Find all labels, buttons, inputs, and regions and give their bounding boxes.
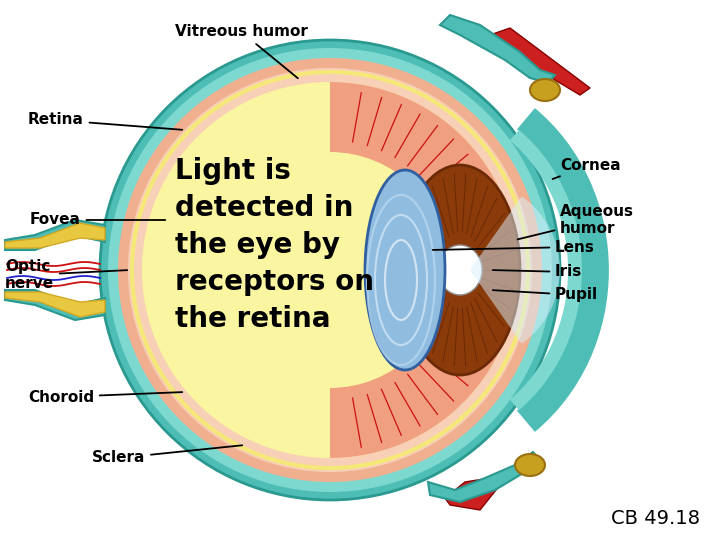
Wedge shape [330,82,518,458]
Ellipse shape [142,82,518,458]
Text: Optic
nerve: Optic nerve [5,259,127,291]
Text: Iris: Iris [492,265,582,280]
Polygon shape [440,15,555,83]
Polygon shape [5,292,105,317]
Ellipse shape [515,454,545,476]
Polygon shape [445,478,500,510]
Text: Sclera: Sclera [92,446,242,465]
Ellipse shape [128,68,532,472]
Ellipse shape [365,170,445,370]
Text: Light is
detected in
the eye by
receptors on
the retina: Light is detected in the eye by receptor… [175,157,374,333]
Ellipse shape [400,165,520,375]
Polygon shape [428,452,540,502]
Text: Vitreous humor: Vitreous humor [175,24,308,78]
Polygon shape [5,223,105,248]
Text: Cornea: Cornea [553,158,621,179]
Polygon shape [5,220,105,250]
Polygon shape [490,28,590,95]
Text: Lens: Lens [433,240,595,254]
Polygon shape [5,290,105,320]
Ellipse shape [438,245,482,295]
Text: Fovea: Fovea [30,213,165,227]
Text: Pupil: Pupil [492,287,598,302]
Text: Retina: Retina [28,112,182,130]
Text: CB 49.18: CB 49.18 [611,509,700,528]
Ellipse shape [108,48,552,492]
Wedge shape [470,196,560,344]
Text: Aqueous
humor: Aqueous humor [518,204,634,239]
Ellipse shape [530,79,560,101]
Ellipse shape [100,40,560,500]
Text: Choroid: Choroid [28,389,182,404]
Ellipse shape [118,58,542,482]
